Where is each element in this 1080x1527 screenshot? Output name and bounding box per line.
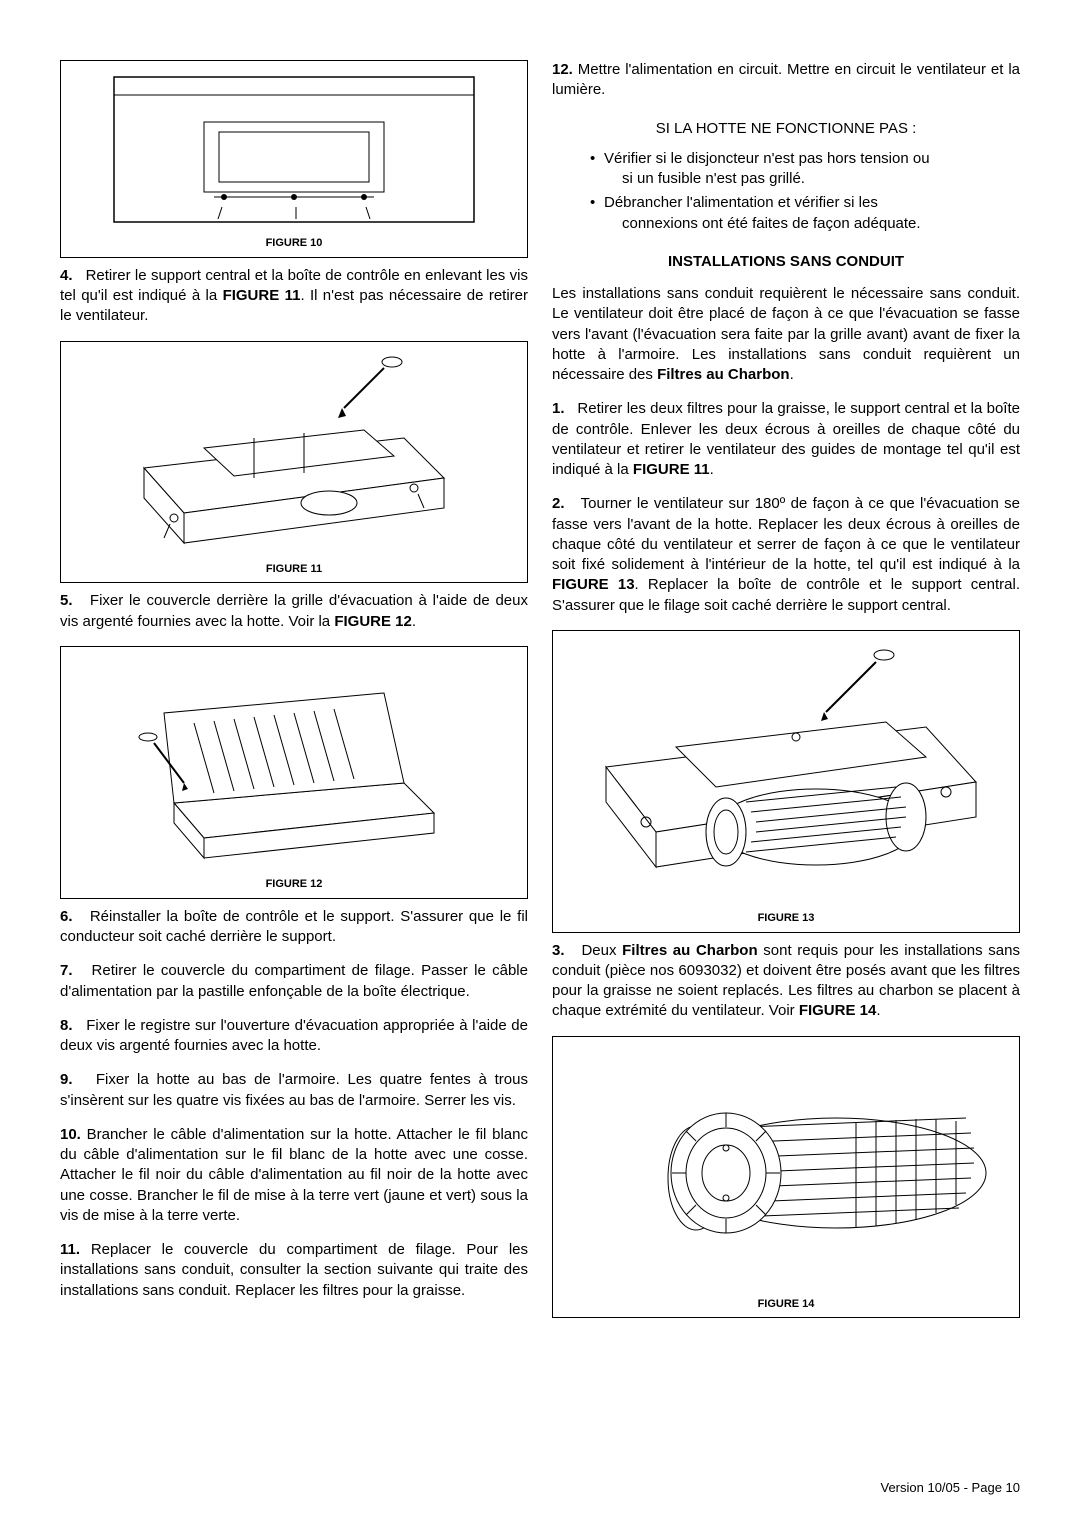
figure-12-caption: FIGURE 12 bbox=[67, 877, 521, 892]
step-10: 10. Brancher le câble d'alimentation sur… bbox=[60, 1125, 528, 1226]
figure-14-illustration bbox=[566, 1043, 1006, 1293]
ductless-heading: INSTALLATIONS SANS CONDUIT bbox=[552, 252, 1020, 272]
left-column: FIGURE 10 4. Retirer le support central … bbox=[60, 60, 528, 1326]
step-6: 6. Réinstaller la boîte de contrôle et l… bbox=[60, 907, 528, 948]
step-5: 5. Fixer le couvercle derrière la grille… bbox=[60, 591, 528, 632]
figure-10-box: FIGURE 10 bbox=[60, 60, 528, 258]
ductless-step-1: 1. Retirer les deux filtres pour la grai… bbox=[552, 399, 1020, 480]
figure-13-box: FIGURE 13 bbox=[552, 630, 1020, 933]
figure-11-illustration bbox=[104, 348, 484, 558]
page-footer: Version 10/05 - Page 10 bbox=[881, 1480, 1021, 1495]
figure-13-illustration bbox=[566, 637, 1006, 907]
bullet-1: Vérifier si le disjoncteur n'est pas hor… bbox=[590, 149, 1020, 190]
troubleshoot-list: Vérifier si le disjoncteur n'est pas hor… bbox=[590, 149, 1020, 234]
ductless-step-3: 3. Deux Filtres au Charbon sont requis p… bbox=[552, 941, 1020, 1022]
right-column: 12. Mettre l'alimentation en circuit. Me… bbox=[552, 60, 1020, 1326]
step-9: 9. Fixer la hotte au bas de l'armoire. L… bbox=[60, 1070, 528, 1111]
ductless-intro: Les installations sans conduit requièren… bbox=[552, 284, 1020, 385]
figure-11-box: FIGURE 11 bbox=[60, 341, 528, 584]
figure-12-illustration bbox=[104, 653, 484, 873]
bullet-2: Débrancher l'alimentation et vérifier si… bbox=[590, 193, 1020, 234]
ductless-step-2: 2. Tourner le ventilateur sur 180º de fa… bbox=[552, 494, 1020, 616]
figure-10-caption: FIGURE 10 bbox=[67, 236, 521, 251]
troubleshoot-heading: SI LA HOTTE NE FONCTIONNE PAS : bbox=[552, 119, 1020, 139]
figure-14-caption: FIGURE 14 bbox=[559, 1297, 1013, 1312]
step-11: 11. Replacer le couvercle du compartimen… bbox=[60, 1240, 528, 1301]
figure-11-caption: FIGURE 11 bbox=[67, 562, 521, 577]
figure-14-box: FIGURE 14 bbox=[552, 1036, 1020, 1319]
step-7: 7. Retirer le couvercle du compartiment … bbox=[60, 961, 528, 1002]
step-12: 12. Mettre l'alimentation en circuit. Me… bbox=[552, 60, 1020, 101]
step-4: 4. Retirer le support central et la boît… bbox=[60, 266, 528, 327]
figure-12-box: FIGURE 12 bbox=[60, 646, 528, 899]
figure-10-illustration bbox=[104, 67, 484, 232]
step-8: 8. Fixer le registre sur l'ouverture d'é… bbox=[60, 1016, 528, 1057]
figure-13-caption: FIGURE 13 bbox=[559, 911, 1013, 926]
